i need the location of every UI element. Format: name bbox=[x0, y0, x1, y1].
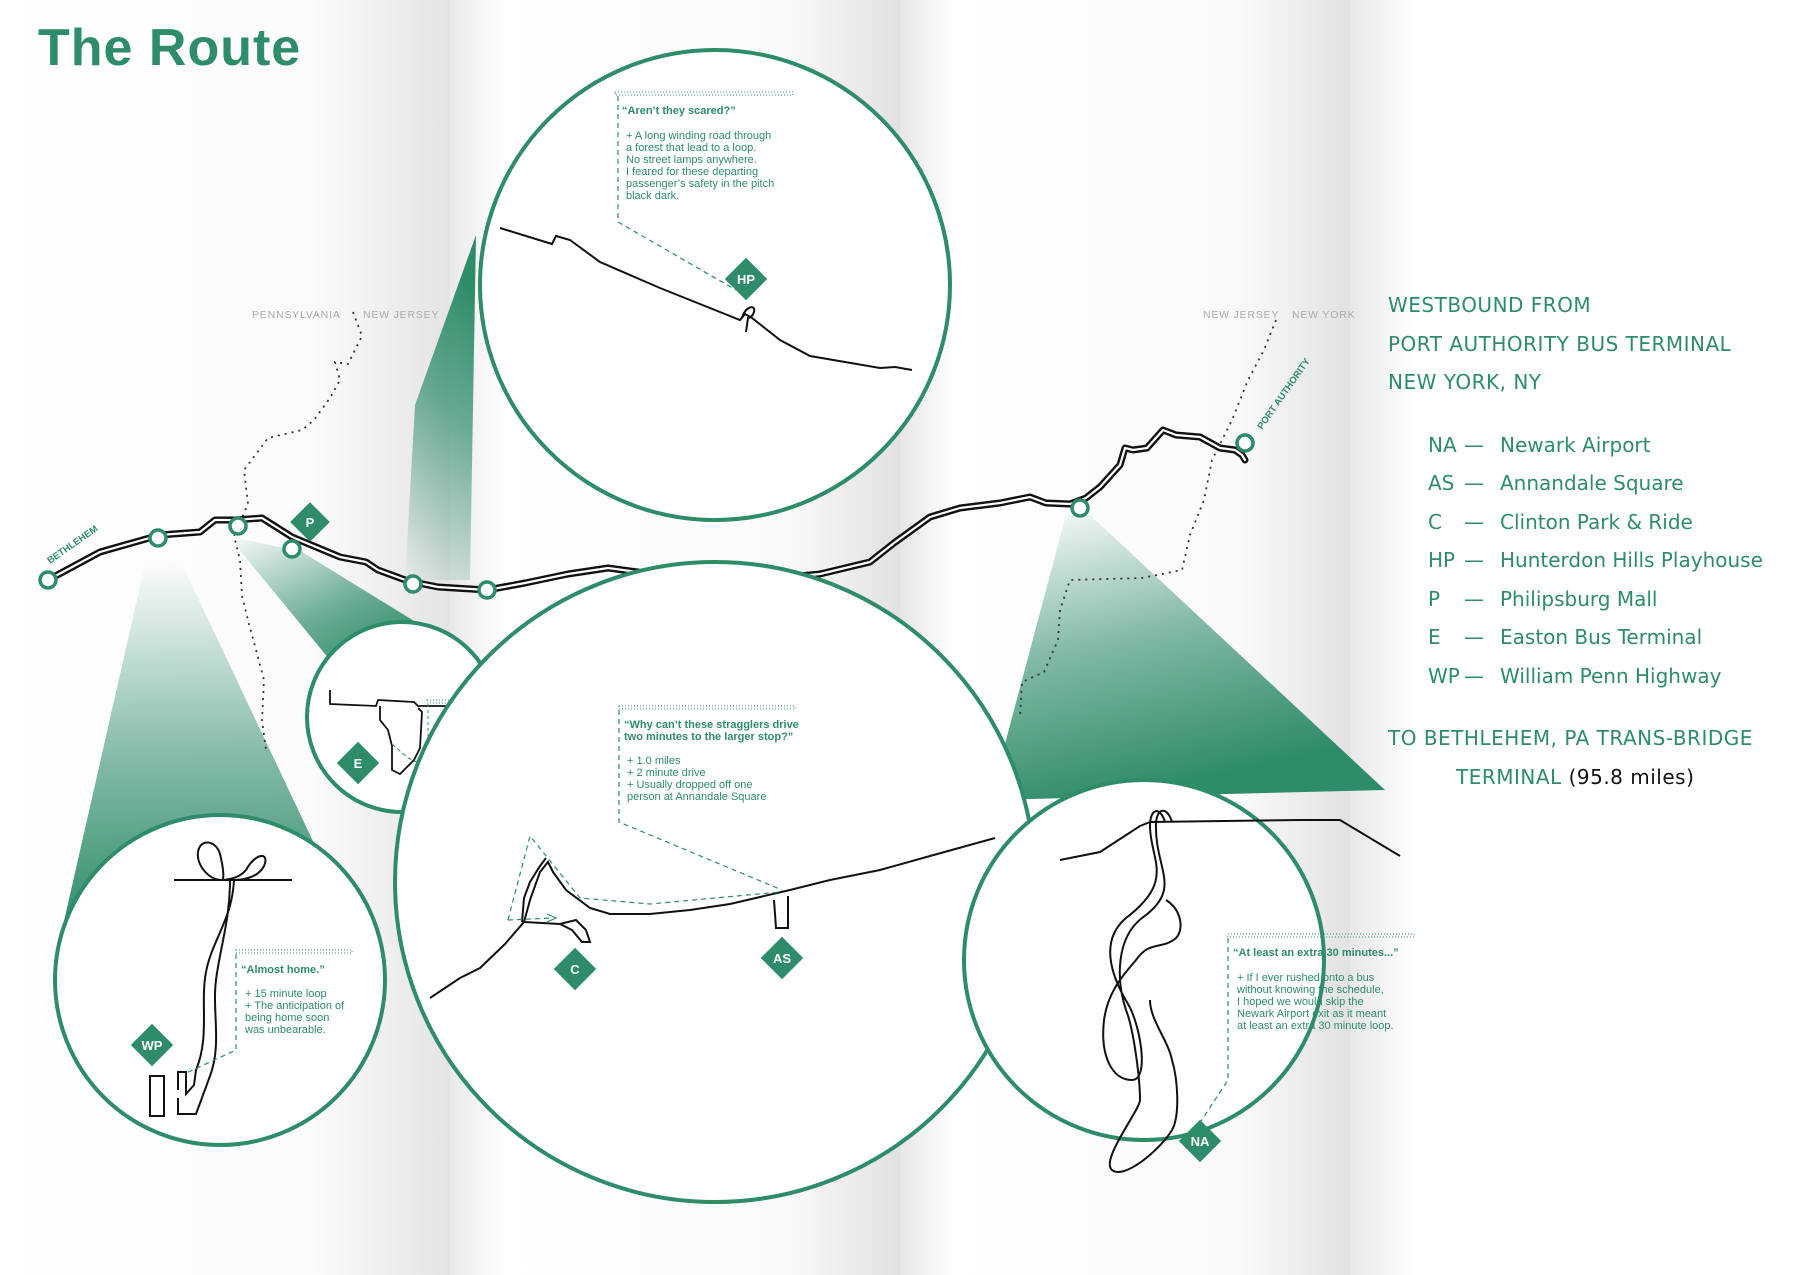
inset-hp: “Aren’t they scared?” + A long winding r… bbox=[478, 48, 952, 522]
inset-cas-note: + Usually dropped off one bbox=[627, 779, 752, 791]
stop-marker-bethlehem[interactable] bbox=[38, 570, 58, 590]
inset-na-note: Newark Airport exit as it meant bbox=[1237, 1008, 1386, 1020]
inset-wp-note: being home soon bbox=[245, 1012, 329, 1024]
stop-marker-cas[interactable] bbox=[477, 580, 497, 600]
inset-na: “At least an extra 30 minutes...” + If I… bbox=[962, 778, 1415, 1173]
stop-marker-e[interactable] bbox=[228, 516, 248, 536]
legend-item-code: WP bbox=[1428, 663, 1460, 688]
inset-hp-note: a forest that lead to a loop. bbox=[626, 142, 756, 154]
inset-wp-note: + 15 minute loop bbox=[245, 988, 327, 1000]
legend-item-name: William Penn Highway bbox=[1500, 663, 1722, 688]
legend-item: HP — Hunterdon Hills Playhouse bbox=[1428, 541, 1763, 580]
state-label-new-jersey-east: NEW JERSEY bbox=[1203, 309, 1279, 321]
inset-cas-road bbox=[429, 837, 996, 999]
stop-marker-wp[interactable] bbox=[148, 528, 168, 548]
stop-badge-hp-label: HP bbox=[737, 272, 755, 287]
inset-na-note: I hoped we would skip the bbox=[1237, 996, 1364, 1008]
legend-item-code: C bbox=[1428, 509, 1442, 534]
legend-item: AS — Annandale Square bbox=[1428, 464, 1763, 503]
stop-badge-wp[interactable]: WP bbox=[130, 1023, 174, 1067]
inset-cas: “Why can’t these stragglers drive two mi… bbox=[393, 560, 1037, 1204]
state-label-new-jersey-west: NEW JERSEY bbox=[363, 309, 439, 321]
legend-item-name: Clinton Park & Ride bbox=[1500, 509, 1693, 534]
legend-header-line: PORT AUTHORITY BUS TERMINAL bbox=[1388, 331, 1732, 356]
inset-wp-notes: + 15 minute loop + The anticipation of b… bbox=[244, 988, 345, 1036]
inset-hp-notes: + A long winding road through a forest t… bbox=[626, 130, 774, 202]
legend-item-code: E bbox=[1428, 625, 1441, 649]
legend-footer-miles: (95.8 miles) bbox=[1568, 764, 1695, 789]
legend-item-name: Easton Bus Terminal bbox=[1500, 625, 1703, 649]
stop-marker-hp[interactable] bbox=[403, 574, 423, 594]
stop-badge-na[interactable]: NA bbox=[1178, 1119, 1222, 1163]
legend-item-name: Newark Airport bbox=[1500, 432, 1651, 457]
inset-wp-quote: “Almost home.” bbox=[241, 964, 325, 976]
legend-header-line: NEW YORK, NY bbox=[1388, 370, 1542, 394]
inset-wp-note: + The anticipation of bbox=[245, 1000, 345, 1012]
inset-hp-note: passenger’s safety in the pitch bbox=[626, 178, 774, 190]
inset-na-note: + If I ever rushed onto a bus bbox=[1237, 972, 1375, 984]
legend-item-code: HP bbox=[1428, 548, 1456, 572]
inset-hp-quote: “Aren’t they scared?” bbox=[622, 105, 736, 117]
legend-footer: TO BETHLEHEM, PA TRANS-BRIDGE TERMINAL (… bbox=[1388, 719, 1763, 796]
legend-item-code: NA bbox=[1428, 432, 1457, 457]
inset-cas-note: person at Annandale Square bbox=[627, 791, 766, 803]
inset-wp-note: was unbearable. bbox=[244, 1024, 326, 1036]
inset-na-notes: + If I ever rushed onto a bus without kn… bbox=[1236, 972, 1394, 1032]
legend-item-name: Philipsburg Mall bbox=[1500, 586, 1658, 611]
legend-footer-terminal: TERMINAL bbox=[1456, 764, 1562, 789]
state-border-pa-nj bbox=[233, 311, 363, 751]
legend-item-code: P bbox=[1428, 586, 1441, 611]
legend-item: P — Philipsburg Mall bbox=[1428, 580, 1763, 619]
inset-e-road bbox=[329, 690, 488, 776]
legend-item: E — Easton Bus Terminal bbox=[1428, 618, 1763, 657]
legend-header-line: WESTBOUND FROM bbox=[1388, 293, 1592, 317]
inset-hp-note: + A long winding road through bbox=[626, 130, 771, 142]
inset-cas-quote: “Why can’t these stragglers drive two mi… bbox=[624, 719, 799, 743]
inset-cas-quote-line: two minutes to the larger stop?” bbox=[624, 731, 793, 743]
legend-item: NA — Newark Airport bbox=[1428, 426, 1763, 465]
legend-item: C — Clinton Park & Ride bbox=[1428, 503, 1763, 542]
stop-badge-c-label: C bbox=[570, 962, 580, 977]
stop-marker-port-authority[interactable] bbox=[1235, 433, 1255, 453]
inset-hp-note: I feared for these departing bbox=[626, 166, 758, 178]
stop-badge-e-label: E bbox=[354, 756, 363, 771]
inset-cas-note: + 1.0 miles bbox=[627, 755, 681, 767]
stop-marker-na[interactable] bbox=[1070, 498, 1090, 518]
stop-badge-wp-label: WP bbox=[142, 1038, 163, 1053]
page-title: The Route bbox=[38, 19, 302, 77]
stop-marker-p[interactable] bbox=[282, 539, 302, 559]
endpoint-label-port-authority: PORT AUTHORITY bbox=[1255, 356, 1313, 432]
state-label-new-york: NEW YORK bbox=[1292, 309, 1355, 321]
legend-item-code: AS bbox=[1428, 471, 1455, 495]
legend-footer-line2: TERMINAL (95.8 miles) bbox=[1388, 758, 1763, 797]
legend-footer-line1: TO BETHLEHEM, PA TRANS-BRIDGE bbox=[1388, 726, 1753, 750]
inset-cas-note: + 2 minute drive bbox=[627, 767, 706, 779]
legend-items: NA — Newark Airport AS — Annandale Square C —… bbox=[1428, 426, 1763, 696]
inset-hp-note: No street lamps anywhere. bbox=[626, 154, 757, 166]
zoom-cone-na bbox=[990, 515, 1385, 800]
inset-cas-quote-line: “Why can’t these stragglers drive bbox=[624, 719, 799, 731]
zoom-cone-hp bbox=[405, 235, 476, 580]
map-panel-4 bbox=[1350, 0, 1800, 1275]
inset-na-quote: “At least an extra 30 minutes...” bbox=[1233, 947, 1399, 959]
legend-item-name: Annandale Square bbox=[1500, 471, 1684, 495]
stop-badge-p[interactable]: P bbox=[290, 502, 330, 542]
inset-hp-note: black dark. bbox=[626, 190, 679, 202]
stop-badge-na-label: NA bbox=[1191, 1134, 1210, 1149]
stop-badge-as-label: AS bbox=[773, 951, 791, 966]
inset-na-note: without knowing the schedule, bbox=[1236, 984, 1384, 996]
route-stops bbox=[38, 433, 1255, 600]
inset-wp: “Almost home.” + 15 minute loop + The an… bbox=[53, 813, 387, 1147]
legend-item: WP — William Penn Highway bbox=[1428, 657, 1763, 696]
route-legend: WESTBOUND FROM PORT AUTHORITY BUS TERMIN… bbox=[1388, 286, 1763, 796]
state-label-pennsylvania: PENNSYLVANIA bbox=[252, 309, 341, 321]
stop-badge-p-label: P bbox=[306, 515, 315, 530]
inset-na-note: at least an extra 30 minute loop. bbox=[1237, 1020, 1394, 1032]
bus-route bbox=[44, 426, 1249, 594]
inset-cas-notes: + 1.0 miles + 2 minute drive + Usually d… bbox=[627, 755, 766, 803]
legend-item-name: Hunterdon Hills Playhouse bbox=[1500, 548, 1763, 572]
